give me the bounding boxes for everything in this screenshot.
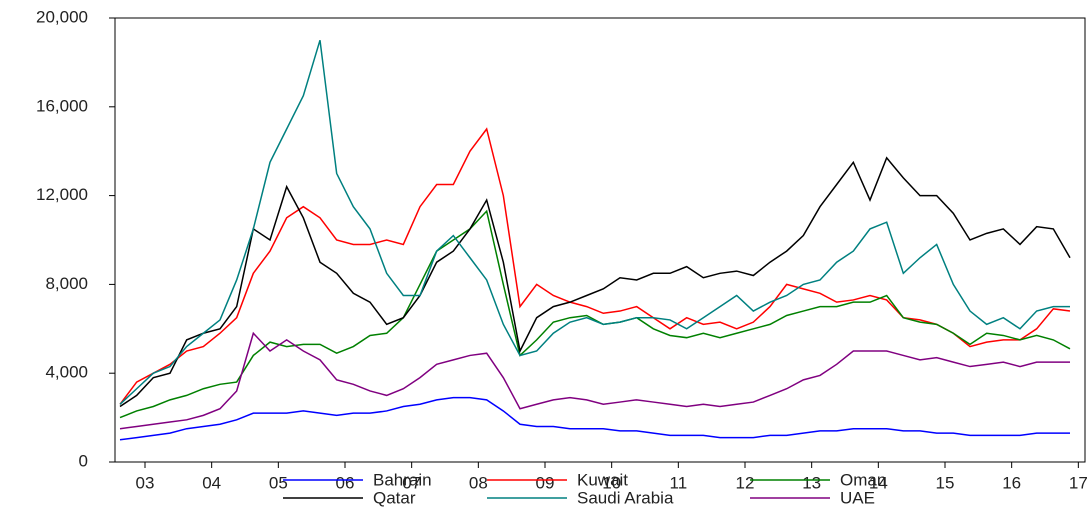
x-tick-label: 17: [1069, 473, 1088, 492]
series-line: [119, 209, 1071, 419]
y-tick-label: 20,000: [36, 7, 88, 26]
x-tick-label: 09: [536, 473, 555, 492]
x-tick-label: 06: [336, 473, 355, 492]
plot-frame: [114, 17, 1086, 463]
series-line: [119, 127, 1071, 405]
series-line: [119, 39, 1070, 405]
x-tick-label: 08: [469, 473, 488, 492]
legend-label: Qatar: [373, 488, 416, 507]
x-tick-label: 05: [269, 473, 288, 492]
x-tick-label: 10: [602, 473, 621, 492]
y-tick-label: 0: [79, 451, 88, 470]
y-tick-label: 12,000: [36, 185, 88, 204]
x-tick-label: 11: [670, 473, 688, 492]
x-tick-label: 12: [736, 473, 755, 492]
x-tick-label: 14: [869, 473, 888, 492]
series-line: [119, 331, 1070, 430]
legend-label: Oman: [840, 470, 886, 489]
x-tick-label: 04: [202, 473, 221, 492]
x-tick-label: 15: [936, 473, 955, 492]
y-tick-label: 16,000: [36, 96, 88, 115]
y-tick-label: 8,000: [45, 274, 88, 293]
series-line: [119, 396, 1070, 441]
legend-label: Saudi Arabia: [577, 488, 674, 507]
x-tick-label: 03: [136, 473, 155, 492]
x-tick-label: 13: [802, 473, 821, 492]
legend-label: Bahrain: [373, 470, 432, 489]
legend-label: Kuwait: [577, 470, 628, 489]
x-tick-label: 07: [402, 473, 421, 492]
y-tick-label: 4,000: [45, 363, 88, 382]
series-line: [119, 156, 1071, 408]
x-tick-label: 16: [1002, 473, 1021, 492]
legend-label: UAE: [840, 488, 875, 507]
